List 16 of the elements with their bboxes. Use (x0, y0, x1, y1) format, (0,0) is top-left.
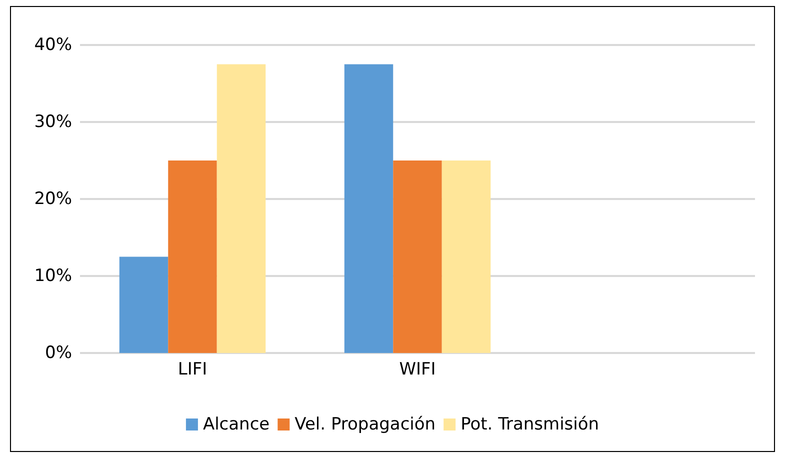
x-tick-label: LIFI (178, 360, 208, 380)
y-tick-label: 20% (34, 189, 72, 209)
y-tick-label: 10% (34, 266, 72, 286)
y-tick-label: 0% (45, 343, 72, 363)
y-tick-label: 40% (34, 35, 72, 55)
x-tick-label: WIFI (399, 360, 436, 380)
bar (216, 64, 266, 353)
bar (119, 256, 168, 353)
legend-label: Vel. Propagación (294, 414, 436, 434)
bar (344, 64, 394, 353)
y-tick-label: 30% (34, 112, 72, 132)
legend-label: Alcance (202, 414, 270, 434)
bar (393, 160, 442, 353)
legend-label: Pot. Transmisión (460, 414, 600, 434)
bar (442, 160, 491, 353)
bar (168, 160, 217, 353)
